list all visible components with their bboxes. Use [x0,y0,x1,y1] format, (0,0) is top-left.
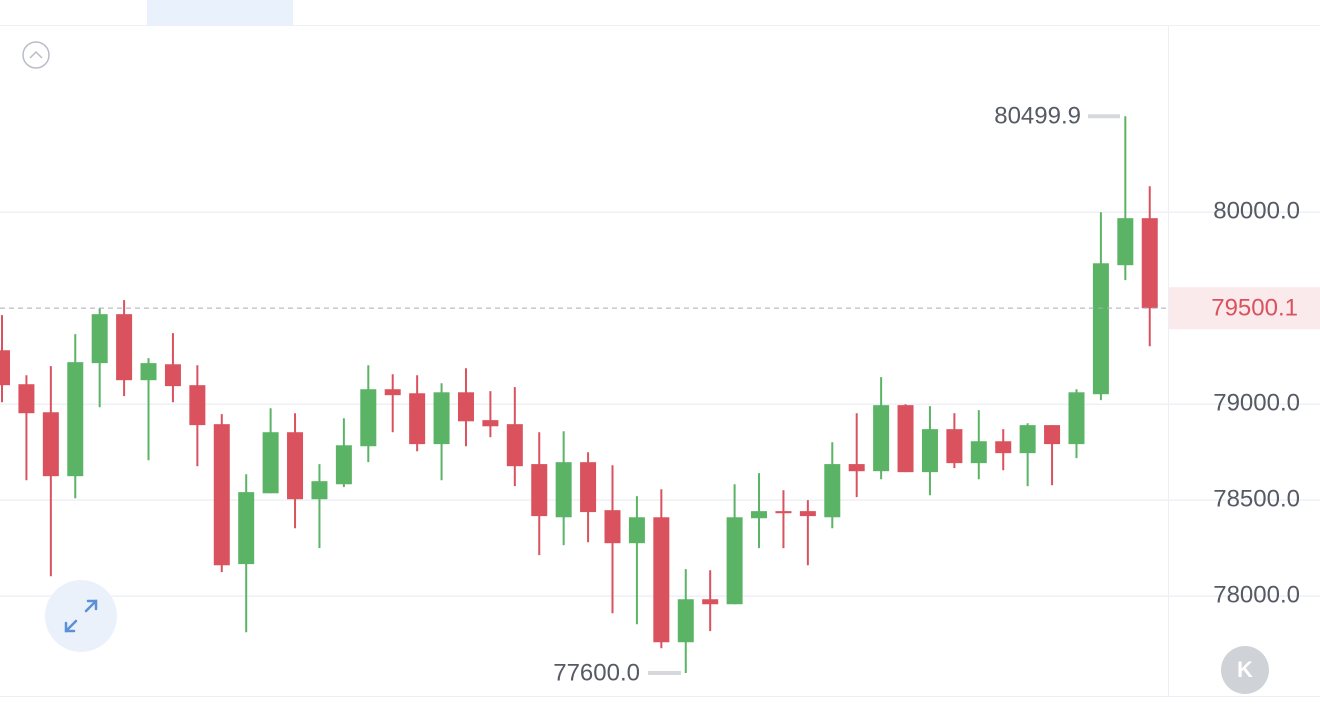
candle-body [848,464,865,472]
candle-body [213,424,230,566]
candle-body [0,350,10,386]
y-tick-label: 79000.0 [1213,390,1300,417]
collapse-button[interactable] [22,41,50,69]
y-tick-label: 78500.0 [1213,486,1300,513]
expand-button[interactable] [45,580,117,652]
candle-body [531,464,548,517]
candle-body [189,385,206,426]
candle-body [67,362,84,477]
candle-body [433,392,450,445]
candle-body [409,393,426,445]
candle-body [238,492,255,565]
candle-body [580,462,597,513]
candle-body [946,429,963,464]
candle-body [262,432,279,494]
candle-body [1092,263,1109,395]
candle-body [1141,218,1158,309]
candle-body [1068,392,1085,445]
candle-body [824,464,841,518]
candle-body [775,511,792,514]
candle-body [799,511,816,517]
candle-body [140,363,157,381]
k-button[interactable] [1221,646,1269,694]
last-price-box [1169,287,1320,330]
candle-body [164,364,181,387]
candle-body [677,599,694,643]
candle-body [653,517,670,643]
candle-body [604,510,621,544]
y-tick-label: 80000.0 [1213,198,1300,225]
candle-body [921,429,938,473]
candle-body [506,424,523,467]
candle-body [91,314,108,364]
last-price-label: 79500.1 [1211,295,1298,322]
candle-body [726,517,743,605]
candle-body [287,432,304,500]
candle-body [970,441,987,464]
y-tick-label: 78000.0 [1213,582,1300,609]
candle-body [42,412,59,477]
candle-body [18,384,35,414]
candle-body [897,405,914,473]
candle-body [457,392,474,422]
candle-body [311,481,328,500]
candle-body [1044,425,1061,445]
k-button-label[interactable]: K [1237,657,1253,682]
candle-body [384,389,401,396]
candle-body [360,389,377,447]
high-marker-label: 80499.9 [994,103,1081,130]
low-marker-label: 77600.0 [553,659,640,686]
candle-body [555,462,572,518]
candle-body [751,511,768,519]
candle-body [116,314,133,381]
candle-body [628,517,645,544]
candle-body [1117,218,1134,266]
candle-body [335,445,352,485]
candle-body [1019,425,1036,454]
active-tab[interactable] [147,0,293,25]
candle-body [702,599,719,605]
candle-body [995,441,1012,454]
candle-body [873,405,890,472]
candle-body [482,420,499,427]
